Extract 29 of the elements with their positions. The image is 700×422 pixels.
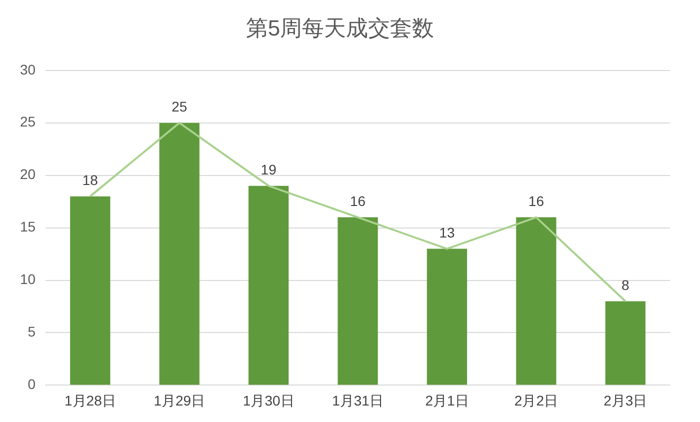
- data-label: 8: [622, 277, 630, 294]
- bar: [70, 196, 110, 385]
- x-tick-label: 1月29日: [154, 392, 206, 408]
- bar: [159, 122, 200, 385]
- data-label: 13: [439, 224, 455, 241]
- y-tick-label: 5: [28, 324, 36, 340]
- x-tick-label: 1月28日: [64, 392, 116, 408]
- x-tick-label: 2月1日: [425, 392, 469, 408]
- y-tick-label: 25: [20, 114, 36, 130]
- chart-title: 第5周每天成交套数: [246, 15, 434, 40]
- x-tick-label: 1月30日: [242, 392, 294, 408]
- x-tick-label: 1月31日: [332, 392, 384, 408]
- data-label: 16: [350, 193, 366, 210]
- y-tick-label: 15: [20, 218, 36, 235]
- data-label: 16: [528, 193, 544, 210]
- x-tick-label: 2月2日: [514, 392, 558, 408]
- bar: [605, 301, 646, 385]
- y-tick-label: 30: [20, 61, 36, 78]
- data-label: 25: [172, 98, 188, 115]
- x-tick-label: 2月3日: [604, 392, 648, 408]
- bar: [338, 217, 378, 385]
- data-label: 18: [82, 172, 98, 188]
- y-tick-label: 10: [20, 271, 36, 288]
- y-tick-label: 0: [28, 376, 36, 392]
- bar: [426, 248, 468, 385]
- bar: [248, 186, 289, 385]
- data-label: 19: [260, 162, 277, 178]
- y-tick-label: 20: [20, 166, 36, 182]
- bar: [516, 217, 556, 385]
